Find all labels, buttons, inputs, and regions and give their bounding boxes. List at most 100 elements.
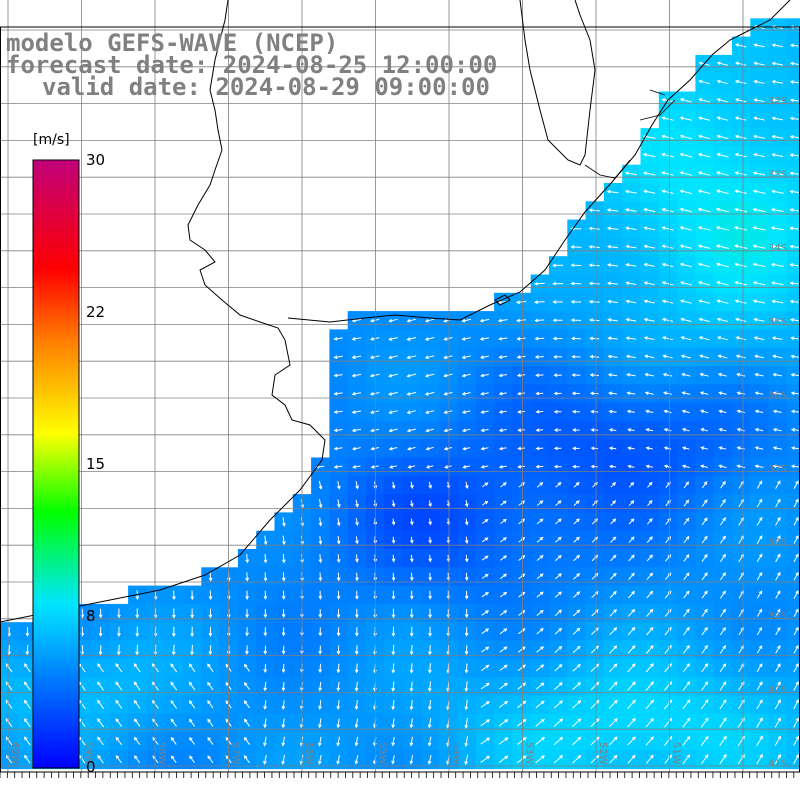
wind-arrow	[190, 608, 195, 619]
wind-arrow	[536, 591, 544, 598]
wind-arrow	[646, 536, 653, 544]
wind-arrow	[697, 171, 711, 176]
wind-arrow	[734, 61, 747, 66]
wind-arrow	[336, 572, 341, 582]
wind-arrow	[282, 517, 286, 527]
wind-arrow	[498, 700, 509, 708]
wind-arrow	[754, 409, 764, 414]
wind-arrow	[425, 428, 435, 433]
wind-arrow	[643, 208, 656, 213]
wind-arrow	[317, 754, 322, 765]
wind-arrow	[734, 207, 748, 213]
wind-arrow	[588, 208, 600, 213]
latitude-label: 34S	[768, 243, 787, 254]
wind-arrow	[756, 498, 763, 508]
wind-arrow	[464, 699, 469, 711]
wind-arrow	[354, 663, 359, 674]
wind-arrow	[406, 428, 416, 433]
wind-arrow	[573, 554, 581, 562]
wind-arrow	[716, 98, 729, 103]
wind-arrow	[351, 355, 362, 360]
wind-arrow	[115, 681, 123, 691]
wind-arrow	[701, 663, 709, 673]
wind-arrow	[499, 646, 508, 653]
wind-arrow	[683, 554, 690, 562]
wind-arrow	[498, 719, 509, 727]
wind-arrow	[444, 465, 452, 469]
wind-arrow	[790, 446, 800, 450]
wind-arrow	[701, 535, 708, 544]
wind-arrow	[170, 681, 178, 691]
wind-arrow	[318, 535, 323, 545]
wind-arrow	[734, 79, 747, 85]
wind-arrow	[535, 391, 544, 396]
wind-arrow	[679, 171, 693, 176]
wind-arrow	[318, 663, 323, 674]
wind-arrow	[643, 299, 655, 304]
wind-cell	[786, 512, 800, 532]
wind-arrow	[464, 500, 469, 508]
wind-arrow	[116, 644, 121, 656]
wind-arrow	[171, 608, 176, 619]
wind-arrow	[351, 446, 361, 451]
wind-arrow	[207, 755, 214, 764]
wind-arrow	[336, 517, 341, 527]
wind-arrow	[388, 410, 398, 414]
wind-arrow	[701, 481, 708, 489]
wind-arrow	[756, 663, 763, 673]
wind-arrow	[719, 681, 727, 691]
wind-arrow	[608, 464, 617, 469]
wind-arrow	[572, 464, 580, 469]
wind-arrow	[170, 663, 178, 673]
latitude-label: 36S	[768, 390, 787, 401]
wind-arrow	[700, 717, 709, 728]
wind-arrow	[734, 116, 747, 121]
wind-arrow	[719, 626, 726, 636]
wind-arrow	[351, 337, 362, 341]
wind-arrow	[793, 498, 799, 508]
wind-arrow	[736, 446, 745, 450]
wind-arrow	[97, 736, 104, 746]
wind-arrow	[391, 626, 396, 637]
wind-arrow	[661, 116, 674, 121]
wind-arrow	[516, 737, 527, 745]
wind-arrow	[243, 681, 251, 690]
wind-arrow	[715, 189, 729, 195]
wind-arrow	[23, 717, 31, 728]
wind-arrow	[336, 536, 341, 545]
wind-arrow	[428, 500, 432, 508]
wind-arrow	[536, 536, 544, 543]
wind-arrow	[535, 373, 544, 378]
wind-cell	[786, 256, 800, 275]
wind-arrow	[443, 373, 453, 378]
wind-arrow	[719, 663, 727, 673]
wind-arrow	[736, 464, 746, 469]
wind-arrow	[207, 663, 214, 672]
wind-arrow	[719, 572, 726, 581]
wind-arrow	[188, 718, 196, 727]
wind-arrow	[588, 263, 600, 268]
wind-arrow	[552, 281, 564, 286]
wind-arrow	[516, 318, 527, 323]
wind-arrow	[553, 354, 563, 359]
wind-arrow	[462, 465, 471, 469]
wind-arrow	[756, 735, 763, 747]
wind-arrow	[409, 608, 414, 619]
wind-arrow	[645, 663, 654, 673]
wind-arrow	[572, 627, 581, 635]
wind-arrow	[719, 590, 726, 599]
wind-arrow	[734, 226, 748, 231]
wind-arrow	[388, 446, 398, 451]
wind-arrow	[516, 336, 526, 341]
wind-arrow	[480, 446, 489, 451]
wind-arrow	[481, 628, 490, 635]
wind-arrow	[553, 428, 562, 432]
wind-arrow	[571, 354, 581, 359]
wind-arrow	[245, 645, 249, 655]
wind-arrow	[572, 754, 582, 764]
latitude-label: 32S	[768, 96, 787, 107]
wind-arrow	[135, 608, 140, 619]
wind-arrow	[464, 754, 469, 766]
wind-arrow	[481, 610, 490, 616]
wind-arrow	[715, 226, 729, 231]
